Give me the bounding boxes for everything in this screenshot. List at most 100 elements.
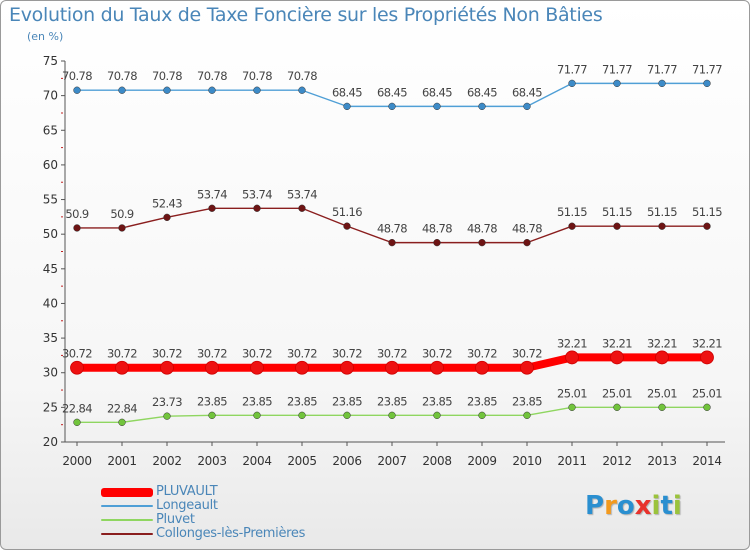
legend-item-pluvet: Pluvet	[101, 513, 305, 527]
data-label: 51.15	[557, 205, 587, 219]
data-label: 30.72	[422, 347, 452, 361]
data-point	[250, 360, 264, 375]
data-point	[613, 79, 621, 88]
data-point	[568, 79, 576, 88]
data-point	[118, 86, 126, 94]
data-label: 71.77	[647, 62, 677, 76]
data-point	[208, 86, 216, 94]
x-tick-label: 2004	[242, 454, 271, 468]
legend-swatch-pluvault	[101, 487, 153, 497]
data-label: 53.74	[197, 187, 227, 201]
data-label: 68.45	[467, 85, 497, 99]
data-label: 25.01	[647, 386, 677, 400]
x-tick-label: 2014	[692, 454, 721, 468]
data-point	[658, 403, 666, 411]
data-label: 30.72	[332, 347, 362, 361]
y-tick-label: 45	[43, 262, 58, 276]
logo-letter: i	[672, 491, 682, 521]
data-point	[433, 102, 441, 111]
data-label: 71.77	[692, 62, 722, 76]
x-tick-label: 2006	[332, 454, 361, 468]
data-label: 70.78	[107, 69, 137, 83]
data-label: 53.74	[242, 187, 272, 201]
chart-title: Evolution du Taux de Taxe Foncière sur l…	[9, 4, 603, 26]
data-label: 70.78	[152, 69, 182, 83]
data-label: 22.84	[107, 401, 137, 415]
logo-letter: r	[604, 491, 617, 521]
logo-letter: t	[660, 491, 673, 521]
x-tick-label: 2013	[647, 454, 676, 468]
data-label: 70.78	[62, 69, 92, 83]
data-label: 30.72	[197, 347, 227, 361]
data-point	[298, 204, 306, 212]
data-label: 30.72	[467, 347, 497, 361]
data-point	[118, 224, 126, 232]
data-point	[478, 411, 486, 419]
data-label: 30.72	[152, 347, 182, 361]
data-label: 51.15	[647, 205, 677, 219]
x-tick-label: 2010	[512, 454, 541, 468]
data-point	[433, 238, 441, 247]
data-label: 51.16	[332, 205, 362, 219]
data-point	[700, 350, 714, 365]
data-point	[115, 360, 129, 375]
legend-swatch-collonges	[101, 533, 153, 535]
data-label: 23.85	[242, 394, 272, 408]
data-point	[388, 102, 396, 111]
data-point	[163, 86, 171, 94]
data-label: 52.43	[152, 196, 182, 210]
data-point	[523, 102, 531, 111]
y-tick-label: 75	[43, 54, 58, 68]
data-label: 50.9	[65, 207, 88, 221]
data-label: 51.15	[602, 205, 632, 219]
data-point	[703, 222, 711, 230]
data-label: 32.21	[692, 336, 722, 350]
data-label: 68.45	[422, 85, 452, 99]
data-point	[343, 102, 351, 111]
legend-item-pluvault: PLUVAULT	[101, 485, 305, 499]
data-label: 25.01	[692, 386, 722, 400]
data-label: 23.85	[467, 394, 497, 408]
data-point	[478, 102, 486, 111]
data-point	[523, 238, 531, 247]
data-point	[613, 222, 621, 230]
data-point	[523, 411, 531, 419]
data-label: 23.85	[512, 394, 542, 408]
legend-swatch-longeault	[101, 505, 153, 507]
x-tick-label: 2007	[377, 454, 406, 468]
y-tick-label: 35	[43, 331, 58, 345]
x-tick-label: 2000	[62, 454, 91, 468]
x-tick-label: 2003	[197, 454, 226, 468]
data-point	[163, 213, 171, 221]
data-label: 68.45	[377, 85, 407, 99]
data-point	[388, 411, 396, 419]
y-tick-label: 55	[43, 193, 58, 207]
data-point	[703, 79, 711, 88]
data-point	[298, 86, 306, 94]
data-point	[520, 360, 534, 375]
data-label: 30.72	[512, 347, 542, 361]
legend-label-longeault: Longeault	[156, 498, 218, 513]
data-point	[73, 86, 81, 94]
data-label: 71.77	[602, 62, 632, 76]
legend-item-collonges: Collonges-lès-Premières	[101, 527, 305, 541]
data-point	[160, 360, 174, 375]
x-tick-label: 2012	[602, 454, 631, 468]
x-tick-label: 2002	[152, 454, 181, 468]
data-label: 30.72	[242, 347, 272, 361]
y-tick-label: 50	[43, 227, 58, 241]
x-tick-label: 2011	[557, 454, 586, 468]
x-tick-label: 2009	[467, 454, 496, 468]
data-label: 71.77	[557, 62, 587, 76]
data-label: 70.78	[197, 69, 227, 83]
data-point	[658, 222, 666, 230]
data-point	[658, 79, 666, 88]
data-label: 30.72	[377, 347, 407, 361]
data-label: 32.21	[602, 336, 632, 350]
data-point	[568, 222, 576, 230]
y-tick-label: 70	[43, 89, 58, 103]
data-label: 25.01	[602, 386, 632, 400]
data-label: 22.84	[62, 401, 92, 415]
y-tick-label: 20	[43, 435, 58, 449]
data-point	[475, 360, 489, 375]
